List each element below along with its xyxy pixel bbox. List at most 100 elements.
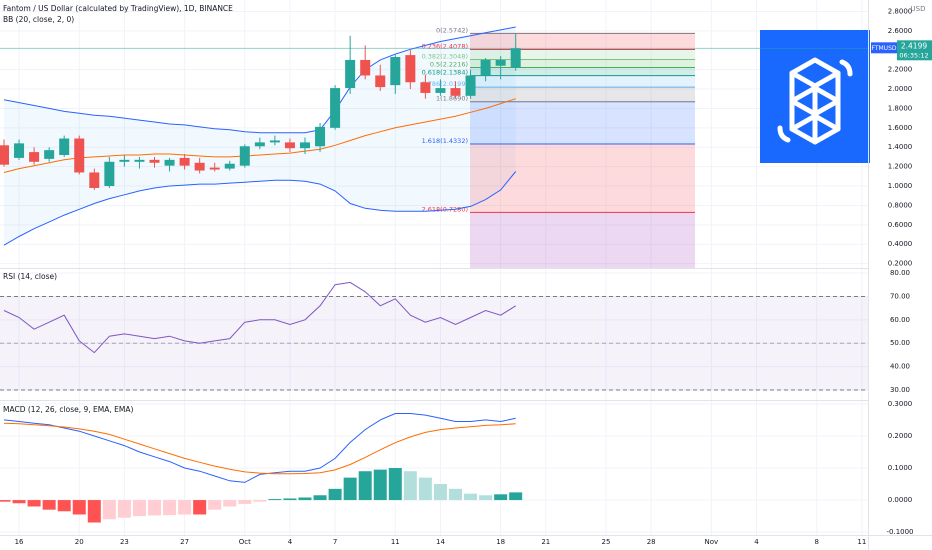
candle-body (360, 59, 371, 76)
candle-body (420, 82, 431, 93)
candle-body (224, 163, 235, 169)
candle-body (465, 75, 476, 96)
candle-body (14, 143, 25, 158)
x-tick-label: 21 (541, 538, 550, 546)
y-tick-label: 40.00 (890, 363, 910, 371)
histogram-bar (268, 499, 282, 501)
fib-label: 0.618(2.1384) (422, 69, 468, 77)
y-tick-label: 0.8000 (888, 201, 913, 209)
y-tick-label: 1.0000 (888, 182, 913, 190)
y-tick-label: 0.2000 (888, 432, 913, 440)
y-tick-label: 0.6000 (888, 221, 913, 229)
x-tick-label: 16 (15, 538, 24, 546)
fib-zone (470, 75, 695, 88)
fib-zone (470, 49, 695, 60)
y-tick-label: 1.4000 (888, 143, 913, 151)
band-lower (3, 171, 517, 246)
candle-body (209, 167, 220, 170)
histogram-bar (87, 500, 101, 523)
price-tag-bg (897, 40, 932, 61)
candle-body (495, 59, 506, 66)
countdown: 06:35:12 (899, 51, 928, 59)
histogram-bar (42, 500, 56, 510)
histogram-bar (12, 500, 26, 504)
candle-body (104, 161, 115, 187)
candle-body (239, 146, 250, 166)
histogram-bar (163, 500, 177, 516)
histogram-bar (313, 495, 327, 501)
histogram-bar (283, 498, 297, 501)
histogram-bar (193, 500, 207, 515)
histogram-bar (253, 500, 267, 502)
y-tick-label: 1.8000 (888, 104, 913, 112)
candle-body (254, 142, 265, 147)
histogram-bar (479, 495, 493, 501)
candle-body (119, 159, 130, 162)
histogram-bar (57, 500, 71, 512)
macd-title: MACD (12, 26, close, 9, EMA, EMA) (3, 405, 133, 414)
histogram-bar (464, 493, 478, 501)
logo-icon (777, 57, 853, 145)
histogram-bar (117, 500, 131, 518)
candle-body (405, 55, 416, 83)
y-tick-label: 1.6000 (888, 124, 913, 132)
rsi-title: RSI (14, close) (3, 272, 57, 281)
candle-body (0, 145, 9, 165)
x-tick-label: Oct (239, 538, 251, 546)
fib-zone (470, 59, 695, 68)
fib-zone (470, 67, 695, 76)
y-tick-label: 70.00 (890, 292, 910, 300)
candle-body (89, 172, 100, 188)
y-tick-label: -0.1000 (886, 528, 913, 536)
y-tick-label: 80.00 (890, 269, 910, 277)
histogram-bar (494, 494, 508, 501)
y-tick-label: 2.8000 (888, 7, 913, 15)
fib-label: 1.618(1.4332) (422, 137, 468, 145)
histogram-bar (208, 500, 222, 510)
x-tick-label: 18 (496, 538, 505, 546)
histogram-bar (388, 468, 402, 501)
fib-zone (470, 144, 695, 213)
histogram-bar (418, 477, 432, 501)
x-tick-label: 7 (333, 538, 337, 546)
candle-body (390, 57, 401, 86)
fib-zone (470, 87, 695, 102)
candle-body (149, 159, 160, 163)
fib-label: 0.382(2.3048) (422, 52, 468, 60)
symbol-tag-bg (871, 42, 897, 54)
histogram-bar (509, 492, 523, 501)
candle-body (134, 159, 145, 162)
histogram-bar (328, 488, 342, 501)
fib-label: 2.618(0.7280) (422, 205, 468, 213)
candle-body (330, 88, 341, 128)
fib-zone (470, 33, 695, 50)
y-tick-label: 60.00 (890, 316, 910, 324)
fib-label: 1(1.8690) (436, 95, 468, 103)
x-tick-label: 28 (647, 538, 656, 546)
candle-body (480, 59, 491, 76)
y-tick-label: 0.0000 (888, 496, 913, 504)
fib-label: 0.786(2.0199) (422, 80, 468, 88)
candle-body (510, 48, 521, 68)
indicator-label: BB (20, close, 2, 0) (3, 15, 74, 24)
symbol-tag: FTMUSD (871, 45, 896, 52)
fib-zone (470, 101, 695, 145)
candle-body (375, 75, 386, 88)
candle-body (59, 138, 70, 155)
histogram-bar (148, 500, 161, 516)
fib-label: 0(2.5742) (436, 26, 468, 34)
macd-line (3, 422, 516, 475)
candle-body (74, 138, 85, 173)
histogram-bar (298, 497, 312, 501)
x-tick-label: Nov (705, 538, 719, 546)
candle-body (300, 142, 310, 149)
macd-line (3, 413, 516, 483)
candle-body (284, 142, 295, 149)
histogram-bar (0, 500, 11, 502)
x-tick-label: 4 (288, 538, 293, 546)
histogram-bar (178, 500, 192, 515)
fib-zone (470, 212, 695, 268)
x-tick-label: 11 (857, 538, 866, 546)
